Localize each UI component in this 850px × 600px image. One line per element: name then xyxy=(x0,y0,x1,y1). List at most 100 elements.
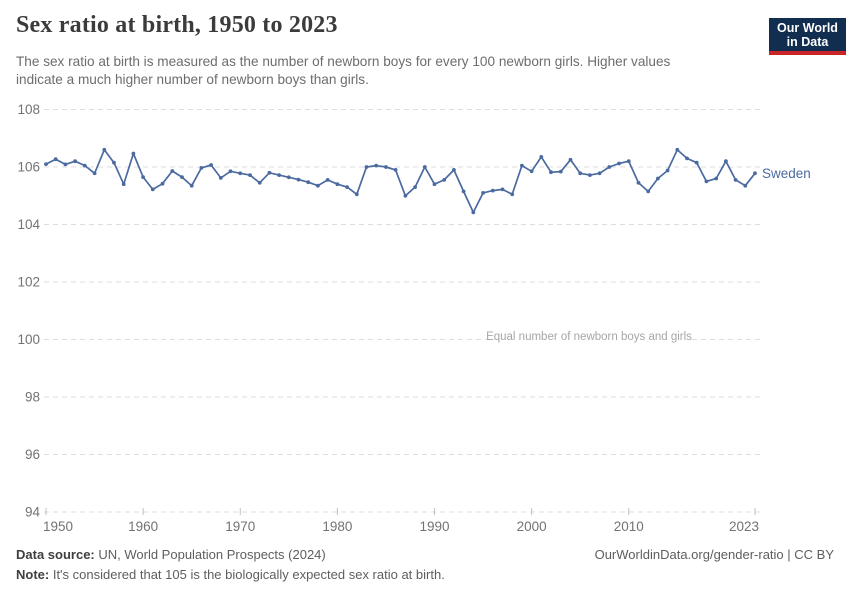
x-axis-labels: 1950 1960 1970 1980 1990 2000 2010 2023 xyxy=(43,508,759,534)
data-point-1960 xyxy=(141,175,146,180)
y-tick-label-94: 94 xyxy=(25,505,41,520)
data-point-1959 xyxy=(131,151,136,156)
owid-logo-line2: in Data xyxy=(786,35,829,49)
data-point-2020 xyxy=(724,159,728,164)
data-point-1957 xyxy=(112,160,116,165)
data-point-2011 xyxy=(636,180,641,185)
data-point-1955 xyxy=(92,171,97,176)
data-point-2001 xyxy=(539,155,544,159)
data-point-1999 xyxy=(520,163,524,168)
data-point-2006 xyxy=(588,173,592,178)
data-point-1985 xyxy=(384,165,388,169)
chart-subtitle-line2: indicate a much higher number of newborn… xyxy=(16,72,369,87)
data-point-2004 xyxy=(568,157,573,162)
data-point-1991 xyxy=(442,178,447,182)
data-point-2007 xyxy=(597,171,602,176)
data-point-2019 xyxy=(714,176,719,181)
annotation-backdrop xyxy=(492,333,689,345)
data-point-1993 xyxy=(461,189,466,194)
data-point-1987 xyxy=(403,193,408,198)
data-point-1984 xyxy=(374,163,379,168)
data-point-1982 xyxy=(354,192,359,197)
x-tick-label-2000: 2000 xyxy=(517,519,547,534)
data-point-1966 xyxy=(199,166,204,170)
data-point-1962 xyxy=(160,181,165,186)
data-point-1988 xyxy=(413,185,417,190)
chart-title: Sex ratio at birth, 1950 to 2023 xyxy=(16,12,338,38)
data-point-2008 xyxy=(607,165,612,169)
y-tick-label-104: 104 xyxy=(17,217,40,232)
data-point-1983 xyxy=(364,165,369,169)
data-point-1961 xyxy=(150,187,155,192)
data-point-1996 xyxy=(490,188,495,193)
x-tick-label-1950: 1950 xyxy=(43,519,73,534)
gridlines xyxy=(44,109,760,513)
y-tick-label-96: 96 xyxy=(25,447,40,462)
series-end-label: Sweden xyxy=(762,166,811,181)
chart-subtitle-line1: The sex ratio at birth is measured as th… xyxy=(16,54,671,69)
data-point-1969 xyxy=(228,169,233,174)
owid-logo-line1: Our World xyxy=(777,21,838,35)
data-point-1978 xyxy=(316,183,320,188)
data-point-1989 xyxy=(422,165,427,169)
data-point-1976 xyxy=(296,177,301,182)
x-tick-label-2010: 2010 xyxy=(614,519,644,534)
data-point-1953 xyxy=(73,159,77,164)
data-point-1952 xyxy=(63,162,68,167)
y-tick-label-108: 108 xyxy=(17,102,40,117)
data-point-2015 xyxy=(675,147,680,152)
data-point-2017 xyxy=(694,160,699,165)
data-point-1973 xyxy=(267,170,272,175)
data-point-2002 xyxy=(549,170,553,175)
data-point-1964 xyxy=(180,175,184,180)
x-tick-label-1960: 1960 xyxy=(128,519,158,534)
data-point-2014 xyxy=(665,168,670,173)
y-tick-label-106: 106 xyxy=(17,160,40,175)
y-tick-label-100: 100 xyxy=(17,332,40,347)
data-point-2023 xyxy=(753,171,757,176)
data-point-1956 xyxy=(102,147,107,152)
data-point-1992 xyxy=(452,168,456,172)
data-point-2012 xyxy=(646,189,651,194)
data-point-1998 xyxy=(510,192,515,197)
data-point-2009 xyxy=(617,161,621,166)
data-point-1970 xyxy=(238,171,243,176)
data-point-2021 xyxy=(733,178,738,182)
data-point-2003 xyxy=(558,169,563,174)
data-point-1972 xyxy=(257,180,262,185)
sweden-line-series xyxy=(44,147,757,215)
x-tick-label-1990: 1990 xyxy=(419,519,449,534)
series-path-sweden xyxy=(45,148,756,214)
data-point-1950 xyxy=(44,162,48,167)
data-point-1994 xyxy=(471,210,476,215)
x-tick-label-1980: 1980 xyxy=(322,519,352,534)
data-point-1997 xyxy=(500,187,505,192)
note-line: Note: It's considered that 105 is the bi… xyxy=(16,567,445,582)
owid-link[interactable]: OurWorldinData.org/gender-ratio | CC BY xyxy=(594,547,834,562)
owid-logo[interactable]: Our World in Data xyxy=(769,18,846,55)
data-point-2013 xyxy=(656,176,660,181)
data-point-2016 xyxy=(685,156,689,161)
data-source-label: Data source: xyxy=(16,547,95,562)
equal-ratio-annotation: Equal number of newborn boys and girls xyxy=(486,331,692,343)
data-point-2018 xyxy=(704,179,709,184)
data-source-text: UN, World Population Prospects (2024) xyxy=(94,547,326,562)
y-tick-label-98: 98 xyxy=(25,390,40,405)
data-point-1965 xyxy=(189,183,194,188)
data-point-1967 xyxy=(209,163,214,167)
data-point-1990 xyxy=(432,182,437,187)
note-label: Note: xyxy=(16,567,50,582)
chart-subtitle: The sex ratio at birth is measured as th… xyxy=(16,53,756,89)
data-point-1980 xyxy=(335,182,340,187)
data-point-2005 xyxy=(578,171,583,176)
data-point-1958 xyxy=(121,182,126,187)
data-point-1981 xyxy=(345,185,349,190)
data-point-2000 xyxy=(529,169,534,174)
data-point-1975 xyxy=(286,175,291,180)
data-point-1995 xyxy=(481,191,485,195)
y-tick-label-102: 102 xyxy=(17,275,40,290)
data-point-2010 xyxy=(626,159,631,164)
data-point-1974 xyxy=(277,173,281,178)
